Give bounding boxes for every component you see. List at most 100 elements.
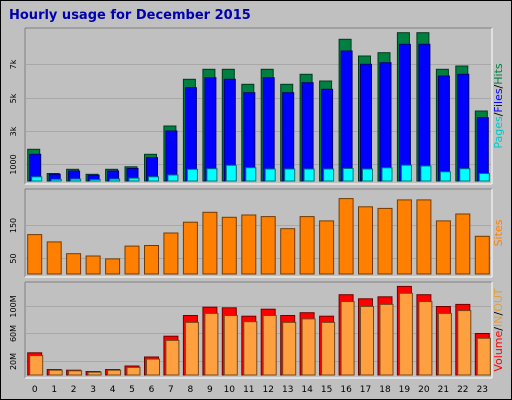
- bar-pages-hour-10: [225, 164, 237, 182]
- hour-label-17: 17: [360, 385, 371, 395]
- bar-pages-hour-8: [186, 168, 198, 182]
- bar-in-hour-12: [262, 315, 277, 376]
- bar-pages-hour-5: [128, 177, 140, 182]
- bar-files-hour-15: [321, 88, 334, 182]
- bar-in-hour-3: [87, 371, 102, 376]
- bar-pages-hour-11: [245, 167, 257, 182]
- bar-sites-hour-4: [105, 258, 121, 275]
- bar-in-hour-8: [184, 321, 199, 376]
- bar-pages-hour-20: [420, 165, 432, 182]
- panel-3-series-label: Volume/IN/OUT: [492, 288, 505, 372]
- bar-pages-hour-23: [478, 173, 490, 182]
- panel-1-ytick-label: 7k: [9, 59, 18, 69]
- bar-in-hour-6: [146, 358, 160, 376]
- hour-label-16: 16: [340, 385, 352, 395]
- bar-sites-hour-22: [455, 213, 471, 275]
- panel-3-ytick-label: 100M: [9, 295, 18, 317]
- series-label-part: /: [492, 327, 505, 331]
- bar-sites-hour-13: [280, 228, 296, 275]
- hour-label-2: 2: [71, 385, 77, 395]
- bar-files-hour-18: [379, 62, 392, 182]
- hour-label-11: 11: [243, 385, 254, 395]
- bar-files-hour-23: [476, 117, 489, 182]
- bar-in-hour-14: [301, 318, 316, 376]
- bar-pages-hour-2: [70, 178, 82, 182]
- bar-sites-hour-11: [241, 214, 257, 275]
- panel-3-ytick-label: 60M: [9, 325, 18, 342]
- hour-label-20: 20: [418, 385, 430, 395]
- bar-pages-hour-9: [206, 168, 218, 182]
- hour-label-19: 19: [399, 385, 411, 395]
- panel-1-ytick-label: 5k: [9, 93, 18, 103]
- bar-in-hour-21: [437, 312, 452, 376]
- panel-1-ytick-label: 3k: [9, 126, 18, 136]
- panel-2-series-label: Sites: [492, 219, 505, 246]
- bar-sites-hour-5: [124, 245, 140, 275]
- hour-label-15: 15: [321, 385, 332, 395]
- bar-in-hour-17: [360, 306, 374, 376]
- bar-sites-hour-14: [299, 216, 315, 275]
- hour-label-6: 6: [149, 385, 155, 395]
- bar-files-hour-19: [398, 43, 411, 182]
- bar-in-hour-18: [379, 303, 394, 376]
- bar-sites-hour-17: [358, 206, 373, 275]
- hour-label-14: 14: [301, 385, 313, 395]
- hour-label-12: 12: [262, 385, 273, 395]
- hour-label-23: 23: [477, 385, 488, 395]
- hour-label-5: 5: [129, 385, 135, 395]
- hour-label-8: 8: [188, 385, 194, 395]
- series-label-part: Hits: [492, 63, 505, 85]
- bar-files-hour-14: [301, 82, 314, 182]
- series-label-part: /: [492, 84, 505, 88]
- bar-sites-hour-12: [260, 216, 276, 275]
- bar-pages-hour-6: [148, 176, 159, 182]
- bar-in-hour-19: [398, 292, 413, 376]
- bar-sites-hour-16: [338, 198, 354, 275]
- bar-pages-hour-3: [89, 179, 101, 182]
- bar-in-hour-0: [29, 355, 44, 376]
- bar-sites-hour-3: [85, 255, 101, 275]
- series-label-part: Pages: [492, 116, 505, 149]
- bar-pages-hour-16: [342, 168, 354, 182]
- bar-sites-hour-15: [319, 220, 335, 275]
- hour-label-3: 3: [90, 385, 96, 395]
- bar-pages-hour-19: [400, 164, 412, 182]
- hour-label-9: 9: [207, 385, 213, 395]
- chart-title: Hourly usage for December 2015: [9, 8, 251, 23]
- bar-sites-hour-8: [182, 221, 198, 275]
- bar-pages-hour-13: [284, 168, 296, 182]
- panel-1-series-label: Pages/Files/Hits: [492, 63, 505, 149]
- bar-in-hour-1: [48, 369, 63, 376]
- bar-pages-hour-17: [362, 168, 373, 182]
- bar-in-hour-5: [126, 366, 141, 376]
- panel-2-plot-area: [25, 189, 492, 277]
- bar-pages-hour-18: [381, 167, 393, 182]
- bar-in-hour-16: [340, 301, 355, 376]
- bar-sites-hour-0: [27, 234, 43, 275]
- bar-in-hour-2: [68, 370, 83, 376]
- hour-label-0: 0: [32, 385, 38, 395]
- bar-sites-hour-7: [163, 232, 179, 275]
- bar-in-hour-13: [282, 321, 297, 376]
- bar-sites-hour-9: [202, 211, 218, 275]
- bar-sites-hour-2: [66, 253, 82, 275]
- bar-pages-hour-0: [31, 176, 43, 182]
- bar-pages-hour-22: [459, 168, 471, 182]
- panel-1-ytick-label: 1000: [9, 154, 18, 174]
- hour-label-21: 21: [438, 385, 449, 395]
- bar-sites-hour-18: [377, 207, 393, 275]
- bar-pages-hour-15: [323, 168, 335, 182]
- series-label-part: Sites: [492, 219, 505, 246]
- panel-2-ytick-label: 150: [9, 218, 18, 233]
- hour-label-7: 7: [168, 385, 174, 395]
- bar-in-hour-10: [223, 315, 238, 376]
- bar-sites-hour-10: [221, 216, 237, 275]
- bar-in-hour-20: [418, 301, 433, 376]
- series-label-part: OUT: [492, 288, 505, 312]
- bar-files-hour-22: [457, 73, 470, 182]
- bar-pages-hour-14: [303, 168, 315, 182]
- bar-pages-hour-21: [439, 171, 451, 182]
- series-label-part: Files: [492, 88, 505, 112]
- bar-files-hour-20: [418, 43, 431, 182]
